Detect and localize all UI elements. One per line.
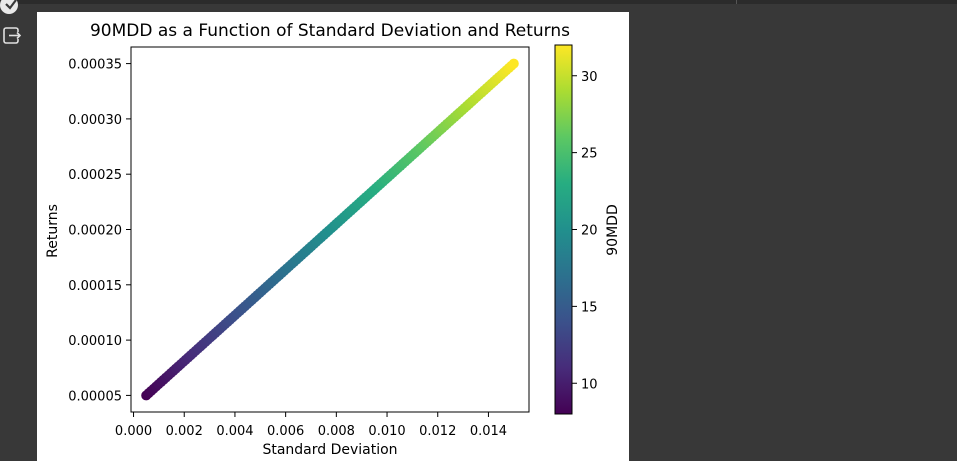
colorbar-tick-label: 20 (581, 224, 598, 239)
y-tick-label: 0.00025 (68, 168, 122, 183)
colorbar-ticks: 10 15 20 25 30 (572, 70, 598, 392)
run-icon[interactable] (0, 0, 18, 14)
colorbar-tick-label: 30 (581, 70, 598, 85)
chart-title: 90MDD as a Function of Standard Deviatio… (90, 21, 570, 41)
x-tick-label: 0.014 (470, 424, 507, 439)
scatter-point (508, 58, 519, 69)
empty-area (629, 4, 957, 461)
y-axis: 0.00005 0.00010 0.00015 0.00020 0.00025 0.000… (68, 58, 131, 404)
exit-output-icon[interactable] (2, 26, 22, 46)
y-tick-label: 0.00035 (68, 58, 122, 73)
cell-output: 90MDD as a Function of Standard Deviatio… (37, 12, 629, 461)
cell-gutter (0, 0, 34, 461)
x-tick-label: 0.006 (267, 424, 304, 439)
y-tick-label: 0.00020 (68, 224, 122, 239)
scatter-chart: 90MDD as a Function of Standard Deviatio… (45, 21, 621, 458)
x-tick-label: 0.000 (115, 424, 152, 439)
x-tick-label: 0.002 (166, 424, 203, 439)
colorbar-tick-label: 25 (581, 147, 598, 162)
top-bar (0, 0, 957, 4)
points-layer (141, 58, 519, 401)
x-tick-label: 0.012 (419, 424, 456, 439)
colorbar-label: 90MDD (605, 204, 621, 255)
top-bar-divider (736, 0, 737, 4)
colorbar (554, 44, 573, 415)
x-tick-label: 0.008 (318, 424, 355, 439)
y-axis-label: Returns (45, 204, 61, 258)
x-axis: 0.000 0.002 0.004 0.006 0.008 0.010 0.012 0.014 (115, 412, 507, 439)
x-tick-label: 0.004 (216, 424, 253, 439)
x-axis-label: Standard Deviation (262, 442, 397, 458)
y-tick-label: 0.00015 (68, 279, 122, 294)
y-tick-label: 0.00030 (68, 113, 122, 128)
colorbar-tick-label: 10 (581, 377, 598, 392)
y-tick-label: 0.00005 (68, 389, 122, 404)
x-tick-label: 0.010 (368, 424, 405, 439)
colorbar-tick-label: 15 (581, 300, 598, 315)
y-tick-label: 0.00010 (68, 334, 122, 349)
